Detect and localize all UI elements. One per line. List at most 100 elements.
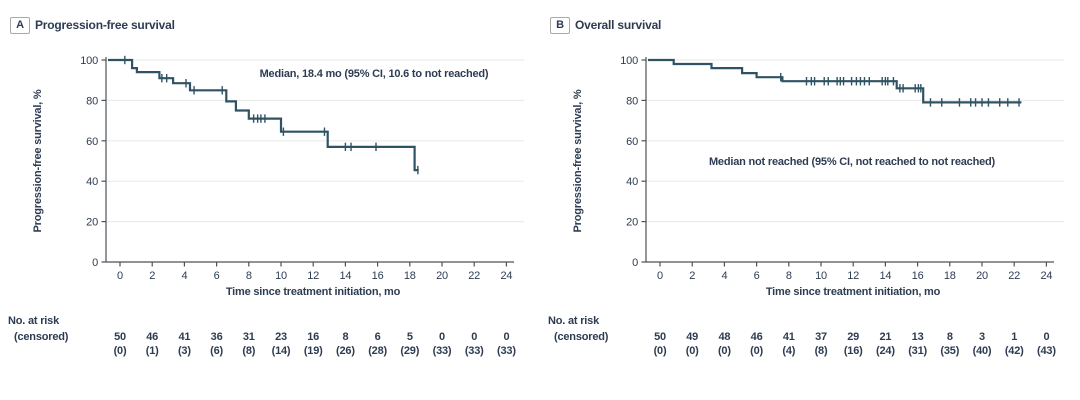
x-tick-label: 16 [912,270,924,282]
x-tick-label: 6 [754,270,760,282]
x-tick-label: 6 [214,270,220,282]
x-tick-label: 24 [1040,270,1052,282]
censored-count: (31) [908,345,927,357]
x-tick-label: 20 [976,270,988,282]
x-tick-label: 18 [404,270,416,282]
median-annotation: Median, 18.4 mo (95% CI, 10.6 to not rea… [260,68,489,80]
y-tick-label: 0 [632,257,638,269]
at-risk-count: 46 [146,331,158,343]
at-risk-count: 13 [912,331,924,343]
censored-count: (4) [782,345,795,357]
panel-progression-free-survival: A Progression-free survival 0 20 40 60 80 100… [8,17,524,357]
x-tick-label: 2 [149,270,155,282]
y-tick-label: 80 [86,95,98,107]
at-risk-count: 0 [503,331,509,343]
y-tick-label: 40 [626,176,638,188]
km-curve [648,58,1022,104]
at-risk-count: 5 [407,331,413,343]
x-tick-label: 24 [500,270,512,282]
at-risk-count: 0 [1043,331,1049,343]
at-risk-count: 0 [439,331,445,343]
x-tick-label: 22 [1008,270,1020,282]
at-risk-count: 23 [275,331,287,343]
y-axis-label: Progression-free survival, % [572,89,584,232]
at-risk-count: 1 [1011,331,1017,343]
censored-count: (8) [815,345,828,357]
censored-count: (24) [876,345,895,357]
x-tick-label: 0 [117,270,123,282]
at-risk-count: 50 [114,331,126,343]
x-tick-label: 4 [181,270,187,282]
censored-count: (19) [304,345,323,357]
x-tick-label: 8 [246,270,252,282]
x-tick-label: 16 [372,270,384,282]
censored-count: (0) [718,345,731,357]
at-risk-count: 3 [979,331,985,343]
censored-count: (33) [465,345,484,357]
y-tick-label: 60 [626,136,638,148]
censored-count: (40) [973,345,992,357]
x-tick-label: 20 [436,270,448,282]
x-tick-label: 10 [275,270,287,282]
y-tick-label: 0 [92,257,98,269]
at-risk-count: 49 [686,331,698,343]
y-tick-label: 40 [86,176,98,188]
censored-count: (0) [114,345,127,357]
y-tick-label: 80 [626,95,638,107]
at-risk-count: 16 [307,331,319,343]
at-risk-count: 31 [243,331,255,343]
at-risk-count: 50 [654,331,666,343]
x-tick-label: 0 [657,270,663,282]
censored-count: (3) [178,345,191,357]
censored-count: (29) [400,345,419,357]
at-risk-count: 41 [783,331,795,343]
at-risk-count: 0 [471,331,477,343]
y-axis-label: Progression-free survival, % [32,89,44,232]
at-risk-count: 8 [342,331,348,343]
x-tick-label: 12 [847,270,859,282]
at-risk-count: 6 [375,331,381,343]
y-tick-label: 20 [86,217,98,229]
y-tick-label: 100 [620,55,638,67]
x-tick-label: 2 [689,270,695,282]
at-risk-count: 46 [751,331,763,343]
median-annotation: Median not reached (95% CI, not reached … [709,156,996,168]
risk-table-label-line2: (censored) [554,331,609,343]
x-tick-label: 8 [786,270,792,282]
censored-count: (35) [940,345,959,357]
x-axis-label: Time since treatment initiation, mo [766,286,941,298]
at-risk-count: 41 [178,331,190,343]
censored-count: (43) [1037,345,1056,357]
at-risk-count: 21 [879,331,891,343]
censored-count: (0) [686,345,699,357]
at-risk-count: 48 [718,331,730,343]
at-risk-count: 37 [815,331,827,343]
at-risk-count: 36 [211,331,223,343]
x-tick-label: 14 [339,270,351,282]
censored-count: (33) [497,345,516,357]
x-tick-label: 4 [721,270,727,282]
censored-count: (28) [368,345,387,357]
at-risk-count: 8 [947,331,953,343]
x-tick-label: 22 [468,270,480,282]
risk-table-label-line1: No. at risk [8,315,60,327]
y-tick-label: 60 [86,136,98,148]
panel-title: Overall survival [575,18,662,32]
censored-count: (26) [336,345,355,357]
censored-count: (6) [210,345,223,357]
x-tick-label: 12 [307,270,319,282]
panel-title: Progression-free survival [35,18,175,32]
censored-count: (1) [146,345,159,357]
at-risk-count: 29 [847,331,859,343]
x-axis-label: Time since treatment initiation, mo [226,286,401,298]
risk-table-label-line1: No. at risk [548,315,600,327]
x-tick-label: 14 [879,270,891,282]
risk-table-label-line2: (censored) [14,331,69,343]
censored-count: (33) [433,345,452,357]
y-tick-label: 100 [80,55,98,67]
panel-overall-survival: B Overall survival 0 20 40 60 80 100 0 2 4 6 8 10 12… [540,0,1080,400]
